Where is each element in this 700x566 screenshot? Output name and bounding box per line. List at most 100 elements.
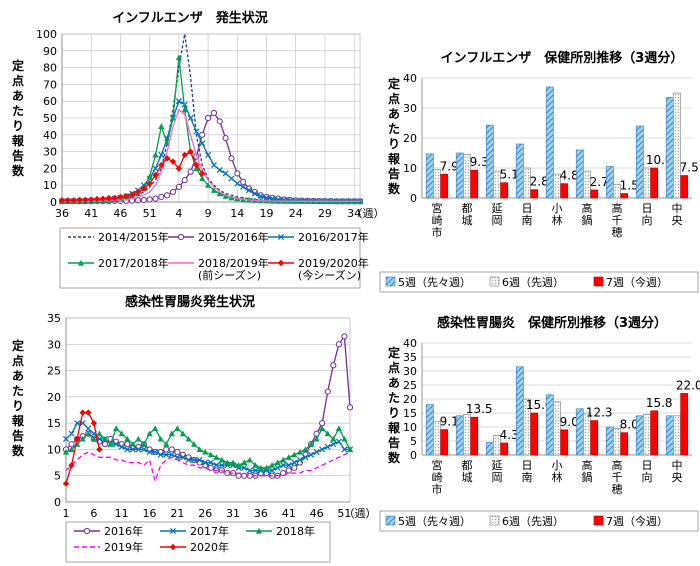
y-axis-label-char: り <box>388 406 400 420</box>
x-axis-unit: （週） <box>344 507 377 520</box>
data-point <box>163 446 170 453</box>
bar-group <box>635 125 659 199</box>
y-tick-label: 25 <box>47 365 61 378</box>
gastro-trend-chart: 感染性胃腸炎発生状況定点あたり報告数 0 5 10 15 20 25 30 35 1 6 11 16 21… <box>0 290 380 566</box>
category-label-char: 南 <box>522 471 533 484</box>
data-point <box>181 106 188 113</box>
data-point <box>79 435 86 442</box>
data-point <box>124 441 131 448</box>
category-label: 高千穂 <box>612 458 623 496</box>
data-point <box>245 187 253 194</box>
data-point <box>157 435 164 442</box>
series-line <box>62 108 360 202</box>
x-tick-label: 9 <box>205 207 212 220</box>
data-point <box>313 449 320 456</box>
data-point <box>85 409 92 416</box>
legend-marker <box>169 527 177 535</box>
data-point <box>134 188 142 196</box>
x-tick-label: 34 <box>347 207 361 220</box>
bar-group <box>635 410 659 456</box>
legend-label: 2019年 <box>104 540 143 554</box>
bar-3 <box>470 169 479 199</box>
y-axis-label-char: 定 <box>12 58 24 73</box>
category-label-char: 小 <box>552 459 563 472</box>
y-tick-label: 15 <box>47 417 61 430</box>
y-tick-label: 0 <box>54 496 61 509</box>
data-point <box>216 118 223 125</box>
category-label: 都城 <box>462 202 473 227</box>
flu-bar-svg: インフルエンザ 保健所別推移（3週分）定点あたり報告数0102030407.9宮… <box>379 50 699 293</box>
data-point <box>146 173 153 180</box>
data-point <box>82 196 89 204</box>
bar-1 <box>455 415 464 456</box>
data-point <box>291 451 298 458</box>
category-label-char: 岡 <box>492 471 503 484</box>
data-label: 7.9 <box>440 159 459 173</box>
bar-3 <box>560 183 569 199</box>
data-point <box>307 441 315 447</box>
y-tick-label: 5 <box>54 470 61 483</box>
bar-1 <box>425 153 434 199</box>
bar-group <box>425 153 449 199</box>
category-label-char: 鍋 <box>582 470 593 484</box>
y-axis-label-char: 数 <box>388 181 401 196</box>
data-point <box>169 114 177 121</box>
legend-item: 5週（先々週） <box>385 515 471 528</box>
y-tick-label: 0 <box>410 192 417 205</box>
data-point <box>324 443 331 450</box>
data-point <box>216 190 223 197</box>
data-label: 4.8 <box>560 169 579 183</box>
category-label: 高鍋 <box>582 458 593 484</box>
data-point <box>228 155 235 162</box>
data-point <box>152 171 159 179</box>
x-tick-label: 36 <box>55 207 69 220</box>
category-label: 延岡 <box>492 202 503 227</box>
bar-1 <box>665 415 674 456</box>
data-point <box>185 435 192 442</box>
bar-1 <box>575 408 584 456</box>
data-point <box>74 420 81 427</box>
bar-2 <box>613 184 621 199</box>
bar-1 <box>545 86 554 199</box>
data-point <box>240 183 247 190</box>
bar-3 <box>500 182 509 199</box>
data-label: 15.0 <box>526 398 553 412</box>
data-label: 10.0 <box>646 153 673 167</box>
data-point <box>257 464 265 471</box>
y-tick-label: 0 <box>410 449 417 462</box>
y-axis-label-char: 報 <box>12 413 25 428</box>
data-point <box>68 446 75 453</box>
data-point <box>274 464 281 471</box>
data-point <box>118 443 125 450</box>
series-line <box>65 422 350 472</box>
x-tick-label: 21 <box>170 507 184 520</box>
data-point <box>335 425 342 431</box>
y-axis-label-char: 告 <box>12 148 24 163</box>
data-point <box>207 459 214 466</box>
x-tick-label: 36 <box>254 507 268 520</box>
y-tick-label: 30 <box>403 365 417 378</box>
plot-area <box>65 317 351 503</box>
y-axis-label-char: 点 <box>388 360 400 375</box>
data-point <box>210 162 217 169</box>
bar-3 <box>620 432 629 456</box>
data-point <box>169 158 177 165</box>
data-point <box>62 448 70 455</box>
data-point <box>269 467 276 474</box>
data-point <box>228 175 235 182</box>
data-point <box>79 409 86 416</box>
data-point <box>158 161 165 169</box>
legend-item: 6週（先週） <box>489 515 564 528</box>
legend-box <box>379 510 699 532</box>
data-point <box>123 192 130 200</box>
data-label: 12.3 <box>586 406 613 420</box>
data-point <box>168 430 175 437</box>
category-label-char: 林 <box>552 213 563 227</box>
y-tick-label: 20 <box>43 162 57 175</box>
bar-2 <box>553 401 561 456</box>
category-label-char: 都 <box>462 202 473 215</box>
category-label-char: 日 <box>642 202 653 215</box>
bar-1 <box>485 442 494 456</box>
y-tick-label: 50 <box>43 112 57 125</box>
